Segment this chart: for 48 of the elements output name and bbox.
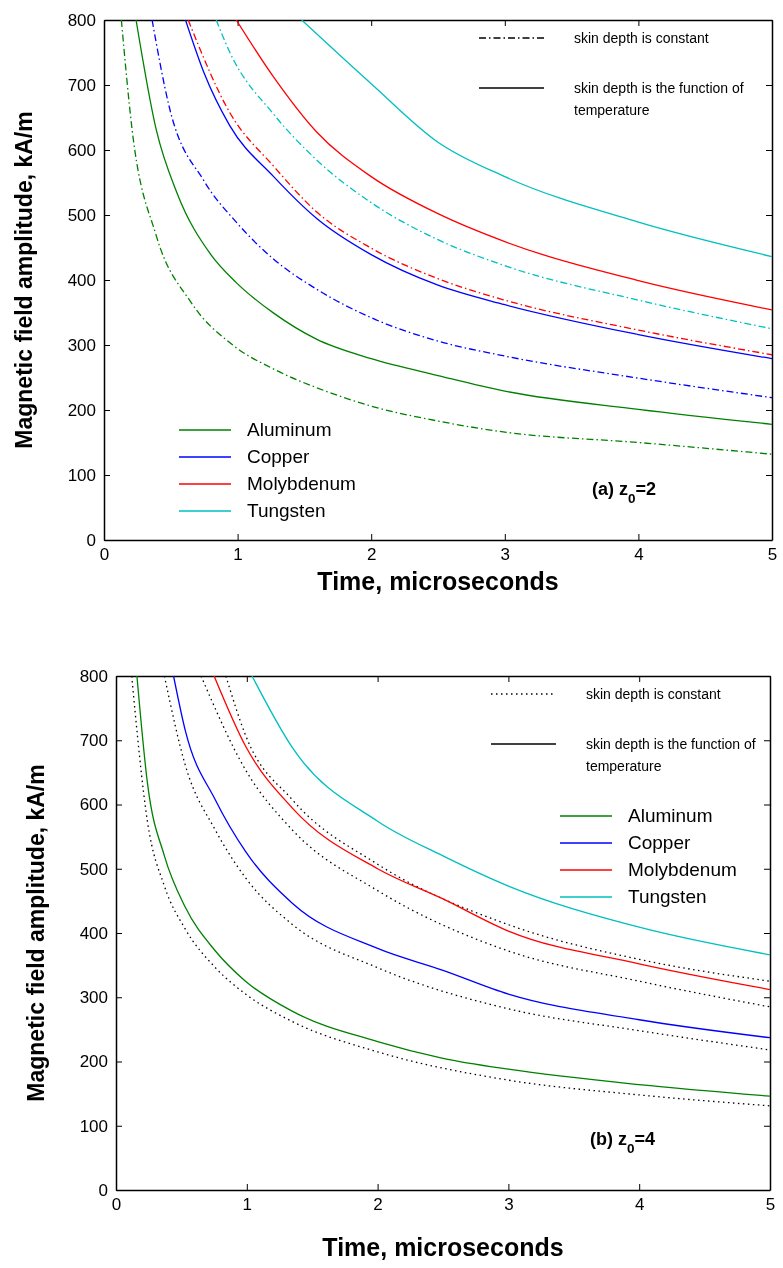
y-axis-title: Magnetic field amplitude, kA/m bbox=[11, 111, 37, 449]
y-axis-title: Magnetic field amplitude, kA/m bbox=[23, 764, 49, 1102]
x-tick-label: 4 bbox=[634, 545, 644, 565]
x-axis-title: Time, microseconds bbox=[322, 1233, 564, 1261]
x-tick-label: 4 bbox=[634, 1195, 645, 1215]
x-tick-label: 3 bbox=[500, 545, 511, 565]
annotation: (b) z$_{0}$=4 bbox=[590, 1129, 656, 1156]
legend-label: Copper bbox=[247, 446, 310, 467]
y-tick-label: 100 bbox=[79, 1116, 108, 1136]
y-tick-label: 600 bbox=[67, 140, 96, 160]
x-tick-label: 3 bbox=[504, 1195, 514, 1215]
x-axis-title: Time, microseconds bbox=[317, 567, 559, 595]
y-tick-label: 0 bbox=[86, 530, 96, 550]
x-tick-label: 5 bbox=[767, 545, 778, 565]
x-tick-label: 5 bbox=[765, 1195, 776, 1215]
y-tick-label: 700 bbox=[79, 731, 108, 751]
y-tick-label: 200 bbox=[79, 1052, 108, 1072]
legend-label: Aluminum bbox=[628, 805, 713, 826]
y-tick-label: 800 bbox=[67, 10, 96, 30]
annotation: skin depth is the function of temperature bbox=[586, 736, 756, 774]
x-tick-label: 0 bbox=[111, 1195, 122, 1215]
annotation: skin depth is the function of temperature bbox=[574, 80, 744, 118]
y-tick-label: 200 bbox=[67, 400, 96, 420]
legend-label: Tungsten bbox=[247, 500, 326, 521]
legend-label: Aluminum bbox=[247, 419, 332, 440]
legend-label: Tungsten bbox=[628, 886, 707, 907]
x-tick-label: 1 bbox=[233, 545, 243, 565]
legend-label: Molybdenum bbox=[247, 473, 356, 494]
y-tick-label: 400 bbox=[67, 270, 96, 290]
annotation: skin depth is constant bbox=[586, 686, 721, 702]
y-tick-label: 300 bbox=[67, 335, 96, 355]
annotation: (a) z$_{0}$=2 bbox=[592, 479, 657, 506]
legend-label: Copper bbox=[628, 832, 691, 853]
y-tick-label: 600 bbox=[79, 795, 108, 815]
y-tick-label: 400 bbox=[79, 923, 108, 943]
y-tick-label: 800 bbox=[79, 666, 108, 686]
x-tick-label: 2 bbox=[366, 545, 377, 565]
x-tick-label: 2 bbox=[373, 1195, 383, 1215]
legend-label: Molybdenum bbox=[628, 859, 737, 880]
annotation: skin depth is constant bbox=[574, 30, 709, 46]
y-tick-label: 100 bbox=[67, 465, 96, 485]
y-tick-label: 700 bbox=[67, 75, 96, 95]
line-series bbox=[301, 20, 772, 258]
y-tick-label: 500 bbox=[67, 205, 96, 225]
y-tick-label: 300 bbox=[79, 988, 108, 1008]
y-tick-label: 500 bbox=[79, 859, 108, 879]
y-tick-label: 0 bbox=[98, 1180, 108, 1200]
x-tick-label: 1 bbox=[242, 1195, 253, 1215]
